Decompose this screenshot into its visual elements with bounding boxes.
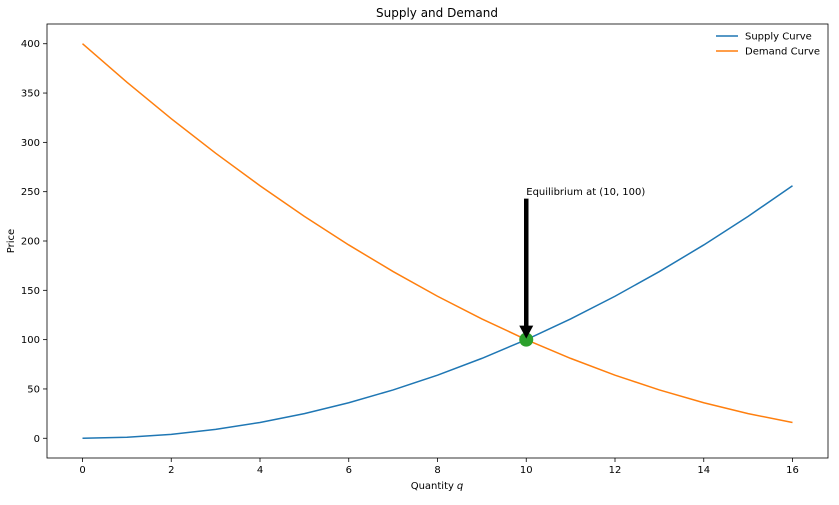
chart-title: Supply and Demand (376, 6, 498, 20)
y-tick-label-350: 350 (21, 89, 40, 100)
x-tick-label-6: 6 (346, 465, 352, 476)
series-line-supply-curve (82, 185, 793, 440)
legend-entry-supply-curve: Supply Curve (745, 32, 812, 43)
x-tick-label-16: 16 (786, 465, 799, 476)
x-tick-label-12: 12 (609, 465, 622, 476)
x-tick-label-8: 8 (434, 465, 440, 476)
annotation-text: Equilibrium at (10, 100) (526, 187, 645, 198)
y-tick-label-150: 150 (21, 286, 40, 297)
legend-entry-demand-curve: Demand Curve (745, 47, 820, 58)
y-tick-label-300: 300 (21, 138, 40, 149)
series-line-demand-curve (82, 43, 793, 424)
y-tick-label-0: 0 (34, 434, 40, 445)
y-tick-label-400: 400 (21, 39, 40, 50)
y-tick-label-100: 100 (21, 335, 40, 346)
x-axis-label-text: Quantity (411, 481, 454, 492)
x-axis-label: Quantity q (411, 481, 464, 492)
x-tick-label-0: 0 (79, 465, 85, 476)
plot-area: 0 2 4 6 8 10 12 14 16 0 50 100 150 200 250 300 350 400 Equ… (21, 23, 829, 476)
x-tick-label-14: 14 (697, 465, 710, 476)
x-axis-label-variable: q (457, 481, 463, 492)
annotation-arrow-head (519, 325, 534, 339)
equilibrium-point (519, 332, 534, 347)
y-axis-label: Price (6, 229, 17, 253)
x-tick-label-4: 4 (257, 465, 263, 476)
x-tick-label-2: 2 (168, 465, 174, 476)
y-tick-label-250: 250 (21, 187, 40, 198)
y-tick-label-200: 200 (21, 237, 40, 248)
x-tick-label-10: 10 (520, 465, 533, 476)
y-tick-label-50: 50 (27, 384, 40, 395)
